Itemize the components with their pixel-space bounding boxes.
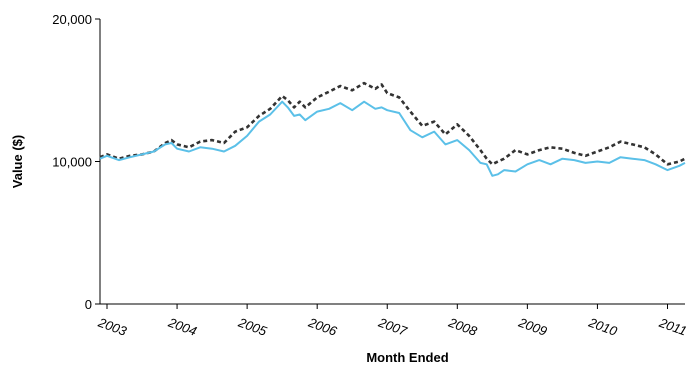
y-ticks: 0 10,000 20,000 [52, 12, 100, 312]
series-line-1 [99, 81, 686, 166]
x-tick-label: 2006 [306, 314, 340, 339]
x-ticks: 2003 2004 2005 2006 2007 2008 2009 2010 2011 [95, 304, 689, 339]
x-tick-label: 2009 [516, 314, 549, 338]
x-tick-label: 2011 [656, 315, 688, 339]
x-tick-label: 2003 [95, 314, 129, 339]
y-tick-label: 10,000 [52, 155, 92, 170]
x-tick-label: 2007 [376, 314, 410, 339]
x-tick-label: 2010 [586, 314, 620, 339]
y-tick-label: 20,000 [52, 12, 92, 27]
x-tick-label: 2004 [166, 314, 199, 338]
x-axis-title: Month Ended [366, 350, 448, 365]
y-axis-title: Value ($) [10, 135, 25, 188]
x-tick-label: 2008 [446, 314, 480, 339]
y-tick-label: 0 [85, 297, 92, 312]
series-line-2 [99, 100, 686, 177]
series-layer [99, 81, 686, 177]
x-tick-label: 2005 [236, 314, 270, 339]
